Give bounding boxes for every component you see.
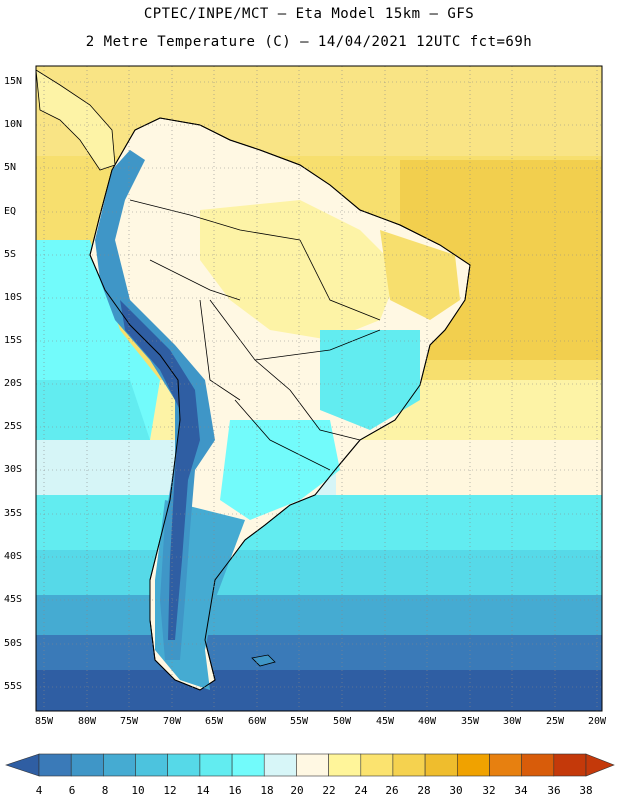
colorbar-cell: [489, 753, 523, 777]
colorbar-cell: [328, 753, 362, 777]
lat-label-45s: 45S: [4, 594, 23, 605]
colorbar-cell: [360, 753, 394, 777]
lat-label-35s: 35S: [4, 508, 23, 519]
lon-label-50w: 50W: [332, 716, 352, 727]
colorbar-cell: [167, 753, 201, 777]
country-borders: [129, 199, 381, 471]
lat-label-55s: 55S: [4, 681, 23, 692]
colorbar-tick-8: 8: [101, 784, 109, 797]
colorbar-cell: [38, 753, 72, 777]
colorbar-left-arrow: [5, 753, 40, 777]
ocean-band-cool6: [36, 670, 602, 711]
lon-label-65w: 65W: [204, 716, 224, 727]
colorbar-cell: [263, 753, 297, 777]
ocean-band-cool4: [36, 595, 602, 640]
colorbar-tick-34: 34: [514, 784, 528, 797]
lat-label-50s: 50S: [4, 638, 23, 649]
northeast-warm-region: [380, 230, 460, 320]
colorbar-cell: [553, 753, 587, 777]
lon-label-55w: 55W: [289, 716, 309, 727]
colorbar-tick-18: 18: [260, 784, 274, 797]
south-america-outline: [89, 117, 471, 691]
colorbar-cell: [103, 753, 136, 777]
colorbar-cell: [456, 753, 490, 777]
lon-label-25w: 25W: [545, 716, 565, 727]
lat-label-5s: 5S: [4, 249, 17, 260]
lon-label-20w: 20W: [587, 716, 607, 727]
central-america: [36, 69, 116, 171]
lat-label-10n: 10N: [4, 119, 23, 130]
colorbar-cell: [392, 753, 426, 777]
lat-label-25s: 25S: [4, 421, 23, 432]
se-brazil-cool: [320, 330, 420, 430]
lon-label-45w: 45W: [375, 716, 395, 727]
lon-label-85w: 85W: [34, 716, 54, 727]
lon-label-80w: 80W: [77, 716, 97, 727]
lon-label-40w: 40W: [417, 716, 437, 727]
map-frame: [35, 65, 603, 712]
lat-label-40s: 40S: [4, 551, 23, 562]
colorbar-tick-28: 28: [417, 784, 431, 797]
lat-label-30s: 30S: [4, 464, 23, 475]
colorbar-cell: [70, 753, 104, 777]
colorbar-tick-24: 24: [354, 784, 368, 797]
lon-label-35w: 35W: [460, 716, 480, 727]
colorbar-cell: [231, 753, 265, 777]
amazon-warm-region: [200, 200, 400, 340]
ocean-band-cool3: [36, 550, 602, 600]
colorbar-cell: [296, 753, 329, 777]
lat-label-eq: EQ: [4, 206, 17, 217]
colorbar-tick-4: 4: [35, 784, 43, 797]
andes-core: [120, 300, 200, 640]
lat-label-5n: 5N: [4, 162, 17, 173]
colorbar-tick-30: 30: [449, 784, 463, 797]
colorbar-tick-20: 20: [290, 784, 304, 797]
title-line-2: 2 Metre Temperature (C) – 14/04/2021 12U…: [85, 34, 533, 50]
colorbar-tick-22: 22: [322, 784, 336, 797]
title-line-1: CPTEC/INPE/MCT – Eta Model 15km – GFS: [143, 6, 475, 22]
lat-label-15s: 15S: [4, 335, 23, 346]
colorbar-cell: [424, 753, 458, 777]
ocean-band-pale: [330, 440, 602, 500]
lat-label-15n: 15N: [4, 76, 23, 87]
lon-label-75w: 75W: [119, 716, 139, 727]
andes-cold-ridge: [95, 150, 215, 660]
colorbar-cell: [199, 753, 233, 777]
colorbar-right-arrow: [585, 753, 615, 777]
colorbar-tick-6: 6: [68, 784, 76, 797]
colorbar-tick-14: 14: [196, 784, 210, 797]
falkland-islands: [251, 654, 276, 667]
lat-label-20s: 20S: [4, 378, 23, 389]
colorbar-tick-36: 36: [547, 784, 561, 797]
temperature-colorbar: [5, 753, 615, 777]
ocean-band-cool5: [36, 635, 602, 675]
colorbar-tick-26: 26: [385, 784, 399, 797]
colorbar-tick-12: 12: [163, 784, 177, 797]
pacific-cool-strip-2: [36, 380, 150, 440]
lon-label-30w: 30W: [502, 716, 522, 727]
colorbar-tick-16: 16: [228, 784, 242, 797]
lon-label-60w: 60W: [247, 716, 267, 727]
ocean-band-north: [36, 66, 602, 156]
lon-label-70w: 70W: [162, 716, 182, 727]
colorbar-tick-10: 10: [131, 784, 145, 797]
colorbar-tick-38: 38: [579, 784, 593, 797]
colorbar-tick-32: 32: [482, 784, 496, 797]
ocean-band-cool2: [36, 495, 602, 555]
colorbar-cell: [135, 753, 169, 777]
colorbar-cell: [521, 753, 555, 777]
lat-label-10s: 10S: [4, 292, 23, 303]
